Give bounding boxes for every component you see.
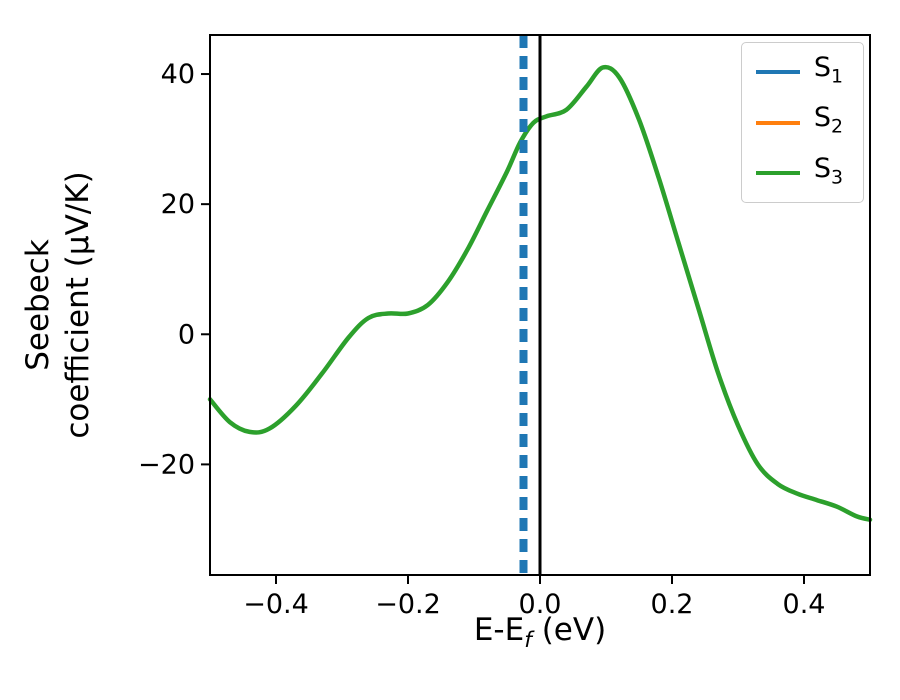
y-axis-label-line1: Seebeck [20, 239, 56, 371]
legend-line-s2 [755, 120, 800, 125]
y-axis-label-line2: coefficient (μV/K) [60, 171, 96, 439]
legend-label-s1: S1 [813, 52, 843, 88]
legend-item-s1: S1 [755, 52, 843, 91]
y-tick-label: 20 [161, 189, 195, 220]
series-line-s3 [207, 64, 873, 522]
legend-item-s2: S2 [755, 102, 843, 141]
legend: S1 S2 S3 [740, 42, 864, 204]
legend-label-s2: S2 [813, 102, 843, 138]
y-axis-label: Seebeck coefficient (μV/K) [18, 171, 98, 438]
legend-label-s3: S3 [813, 152, 843, 189]
y-tick-label: 40 [161, 59, 195, 90]
y-tick-label: 0 [178, 319, 195, 350]
x-tick-label: 0.2 [651, 589, 694, 620]
y-tick-label: −20 [138, 449, 195, 480]
x-tick-label: −0.4 [243, 589, 309, 620]
x-axis-label: E-Ef (eV) [473, 612, 607, 654]
legend-line-s1 [755, 70, 800, 75]
x-tick-label: 0.0 [519, 589, 562, 620]
legend-item-s3: S3 [755, 152, 843, 192]
legend-line-s3 [755, 170, 800, 175]
x-tick-label: −0.2 [375, 589, 441, 620]
x-tick-label: 0.4 [783, 589, 826, 620]
